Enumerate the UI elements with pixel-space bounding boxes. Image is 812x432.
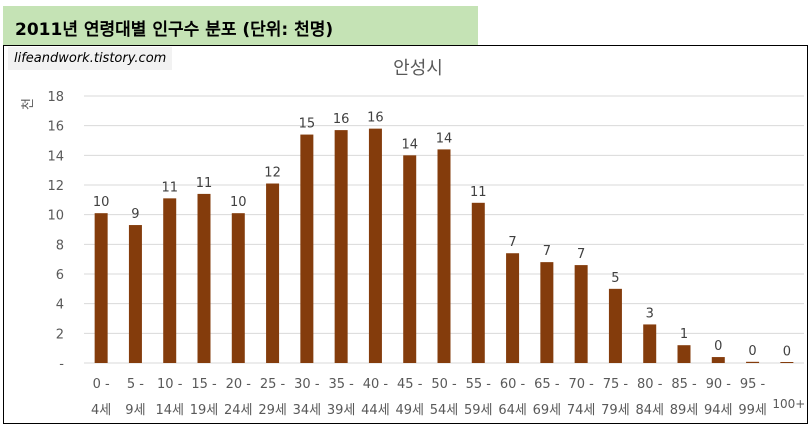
bar <box>334 130 348 363</box>
x-tick-label: 45 - <box>397 377 423 392</box>
x-tick-label: 65 - <box>534 377 560 392</box>
y-tick-label: 2 <box>56 327 64 342</box>
x-tick-label: 44세 <box>361 403 390 418</box>
y-tick-label: 4 <box>56 298 64 313</box>
chart-title: 안성시 <box>393 58 443 79</box>
x-tick-label: 10 - <box>157 377 183 392</box>
x-tick-label: 29세 <box>258 403 287 418</box>
x-tick-label: 5 - <box>127 377 144 392</box>
x-tick-label: 59세 <box>464 403 493 418</box>
data-label: 9 <box>131 207 139 222</box>
bar <box>163 198 177 363</box>
x-tick-label: 60 - <box>500 377 526 392</box>
y-tick-label: 18 <box>47 90 64 105</box>
bar <box>574 265 588 363</box>
data-label: 7 <box>508 235 516 250</box>
x-tick-label: 94세 <box>704 403 733 418</box>
x-tick-label: 99세 <box>738 403 767 418</box>
x-tick-label: 75 - <box>603 377 629 392</box>
data-label: 5 <box>611 271 619 286</box>
y-axis-label: 천 <box>21 98 36 110</box>
y-tick-label: - <box>59 357 64 372</box>
bar <box>746 361 760 363</box>
x-tick-label: 80 - <box>637 377 663 392</box>
page-title: 2011년 연령대별 인구수 분포 (단위: 천명) <box>15 20 334 40</box>
x-tick-label: 50 - <box>431 377 457 392</box>
data-label: 14 <box>401 137 418 152</box>
x-tick-label: 69세 <box>533 403 562 418</box>
y-tick-label: 10 <box>47 209 64 224</box>
x-tick-label: 25 - <box>260 377 286 392</box>
x-tick-label: 79세 <box>601 403 630 418</box>
bar <box>128 225 142 363</box>
data-label: 10 <box>230 195 247 210</box>
x-tick-label: 49세 <box>395 403 424 418</box>
bar <box>300 134 314 363</box>
bar <box>506 253 520 363</box>
x-tick-label: 89세 <box>670 403 699 418</box>
data-label: 11 <box>196 176 213 191</box>
x-tick-label: 100+ <box>772 397 805 411</box>
bar <box>471 202 485 363</box>
data-label: 0 <box>714 339 722 354</box>
x-tick-label: 24세 <box>224 403 253 418</box>
data-label: 0 <box>748 344 756 359</box>
x-tick-label: 20 - <box>226 377 252 392</box>
data-label: 16 <box>367 111 384 126</box>
bar <box>643 324 657 363</box>
x-tick-label: 90 - <box>706 377 732 392</box>
data-label: 12 <box>264 166 281 181</box>
x-tick-label: 95 - <box>740 377 766 392</box>
x-tick-label: 15 - <box>191 377 217 392</box>
y-tick-label: 12 <box>47 179 64 194</box>
x-tick-label: 4세 <box>91 403 111 418</box>
bar <box>711 357 725 363</box>
data-label: 7 <box>543 244 551 259</box>
x-tick-label: 34세 <box>293 403 322 418</box>
y-tick-label: 8 <box>56 238 64 253</box>
x-tick-label: 64세 <box>498 403 527 418</box>
bar <box>266 183 280 363</box>
data-label: 11 <box>470 185 487 200</box>
x-tick-label: 30 - <box>294 377 320 392</box>
x-tick-label: 70 - <box>568 377 594 392</box>
data-label: 10 <box>93 195 110 210</box>
x-tick-label: 55 - <box>466 377 492 392</box>
x-tick-label: 35 - <box>328 377 354 392</box>
bar <box>540 262 554 363</box>
header-bar: 2011년 연령대별 인구수 분포 (단위: 천명) <box>3 6 478 45</box>
x-tick-label: 9세 <box>125 403 145 418</box>
bar <box>197 193 211 363</box>
bar <box>403 155 417 363</box>
data-label: 1 <box>680 327 688 342</box>
x-tick-label: 85 - <box>671 377 697 392</box>
bar <box>368 128 382 363</box>
x-tick-label: 14세 <box>155 403 184 418</box>
bar <box>677 345 691 363</box>
data-label: 0 <box>783 344 791 359</box>
x-tick-label: 40 - <box>363 377 389 392</box>
y-tick-label: 6 <box>56 268 64 283</box>
data-label: 14 <box>436 131 453 146</box>
x-tick-label: 39세 <box>327 403 356 418</box>
watermark-label: lifeandwork.tistory.com <box>8 47 173 70</box>
bar <box>780 362 794 363</box>
x-tick-label: 19세 <box>190 403 219 418</box>
x-tick-label: 84세 <box>635 403 664 418</box>
data-label: 11 <box>161 180 178 195</box>
x-tick-label: 0 - <box>93 377 110 392</box>
bar <box>94 213 108 363</box>
x-tick-label: 54세 <box>430 403 459 418</box>
data-label: 15 <box>299 117 316 132</box>
data-label: 7 <box>577 247 585 262</box>
y-tick-label: 14 <box>47 149 64 164</box>
data-label: 16 <box>333 112 350 127</box>
data-label: 3 <box>646 306 654 321</box>
bar <box>437 149 451 363</box>
x-tick-label: 74세 <box>567 403 596 418</box>
y-tick-label: 16 <box>47 120 64 135</box>
bar <box>608 288 622 363</box>
bar <box>231 213 245 363</box>
